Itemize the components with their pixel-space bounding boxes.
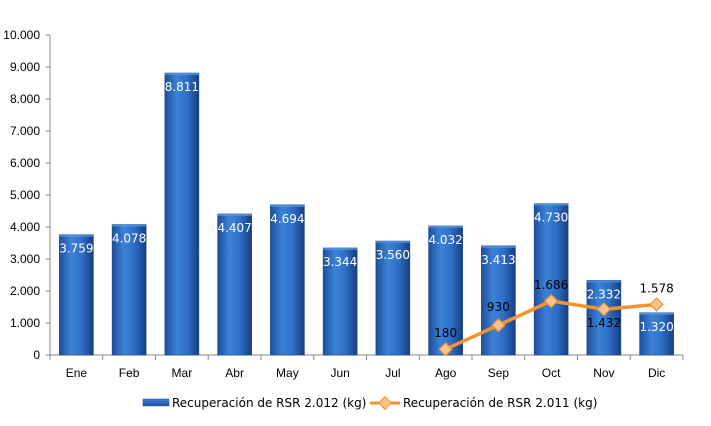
bar-data-label: 4.730 [534, 211, 568, 225]
bar-data-label: 1.320 [639, 320, 673, 334]
line-point [596, 301, 612, 317]
bar [375, 240, 411, 356]
bar-top-highlight [323, 247, 358, 250]
bar-top-highlight [59, 234, 94, 237]
bar-data-label: 4.032 [428, 233, 462, 247]
legend-label-bar: Recuperación de RSR 2.012 (kg) [172, 396, 366, 410]
bar-data-label: 3.344 [323, 255, 357, 269]
y-tick-label: 8.000 [10, 92, 40, 106]
bar-top-highlight [481, 245, 516, 248]
y-tick-label: 7.000 [10, 124, 40, 138]
bar [111, 224, 147, 356]
bar-data-label: 8.811 [165, 80, 199, 94]
x-tick-label: Ene [66, 366, 88, 380]
y-axis: 0 1.000 2.000 3.000 4.000 5.000 6.000 7.000 8.00… [3, 28, 51, 362]
bar-top-highlight [217, 213, 252, 216]
x-tick-label: Sep [488, 366, 510, 380]
x-axis: Ene Feb Mar Abr May Jun Jul Ago Sep Oct Nov Dic [49, 354, 684, 380]
bar [533, 203, 569, 356]
line-point [649, 297, 664, 312]
bar [217, 213, 252, 356]
y-tick-label: 4.000 [10, 220, 40, 234]
bar-top-highlight [586, 280, 621, 283]
bar-data-label: 4.078 [112, 232, 146, 246]
line-data-label: 1.578 [639, 282, 673, 296]
legend-swatch-bar [142, 398, 170, 407]
bar [481, 245, 516, 356]
x-tick-label: Nov [593, 366, 614, 380]
legend: Recuperación de RSR 2.012 (kg) Recuperac… [142, 395, 597, 411]
bar-data-label: 3.759 [59, 242, 93, 256]
y-tick-label: 1.000 [10, 316, 40, 330]
y-tick-label: 3.000 [10, 252, 40, 266]
bar [270, 204, 305, 356]
bar [164, 72, 200, 356]
line-data-label: 1.686 [534, 278, 568, 292]
bar-top-highlight [534, 203, 569, 206]
x-tick-label: Ago [435, 366, 457, 380]
bar [59, 234, 94, 356]
bar-top-highlight [639, 312, 674, 315]
bar-data-label: 3.560 [376, 248, 410, 262]
x-tick-label: Feb [119, 366, 140, 380]
bar-data-label: 2.332 [587, 287, 621, 301]
bar [428, 225, 463, 356]
bar-data-label: 3.413 [481, 253, 515, 267]
x-tick-label: Jun [330, 366, 349, 380]
bar-top-highlight [428, 225, 463, 228]
legend-swatch-marker [377, 395, 393, 411]
line-data-label: 1.432 [587, 316, 621, 330]
line-point [438, 342, 453, 357]
bar-data-label: 4.694 [270, 212, 304, 226]
line-point [491, 318, 506, 333]
y-tick-label: 0 [33, 348, 40, 362]
x-tick-label: Mar [172, 366, 193, 380]
x-tick-label: Abr [225, 366, 244, 380]
bar-data-label: 4.407 [217, 221, 251, 235]
line-point [543, 293, 559, 309]
y-tick-label: 9.000 [10, 60, 40, 74]
bar-series [59, 72, 674, 356]
line-series [438, 293, 664, 357]
x-tick-label: Dic [648, 366, 665, 380]
x-tick-label: Jul [385, 366, 400, 380]
y-tick-label: 6.000 [10, 156, 40, 170]
bar-top-highlight [270, 204, 305, 207]
y-tick-label: 5.000 [10, 188, 40, 202]
bar-top-highlight [112, 224, 147, 227]
bar [639, 312, 674, 356]
line-data-label: 930 [487, 300, 510, 314]
bar-top-highlight [164, 73, 199, 76]
y-tick-label: 2.000 [10, 284, 40, 298]
line-data-label: 180 [434, 326, 457, 340]
x-tick-label: Oct [542, 366, 561, 380]
bar-top-highlight [375, 241, 410, 244]
bar-data-labels: 3.759 4.078 8.811 4.407 4.694 3.344 3.560 4.032… [59, 80, 674, 334]
legend-label-line: Recuperación de RSR 2.011 (kg) [403, 396, 597, 410]
y-tick-label: 10.000 [3, 28, 40, 42]
line-data-labels: 180 930 1.686 1.432 1.578 [434, 278, 674, 340]
x-tick-label: May [276, 366, 299, 380]
bar [322, 247, 358, 356]
